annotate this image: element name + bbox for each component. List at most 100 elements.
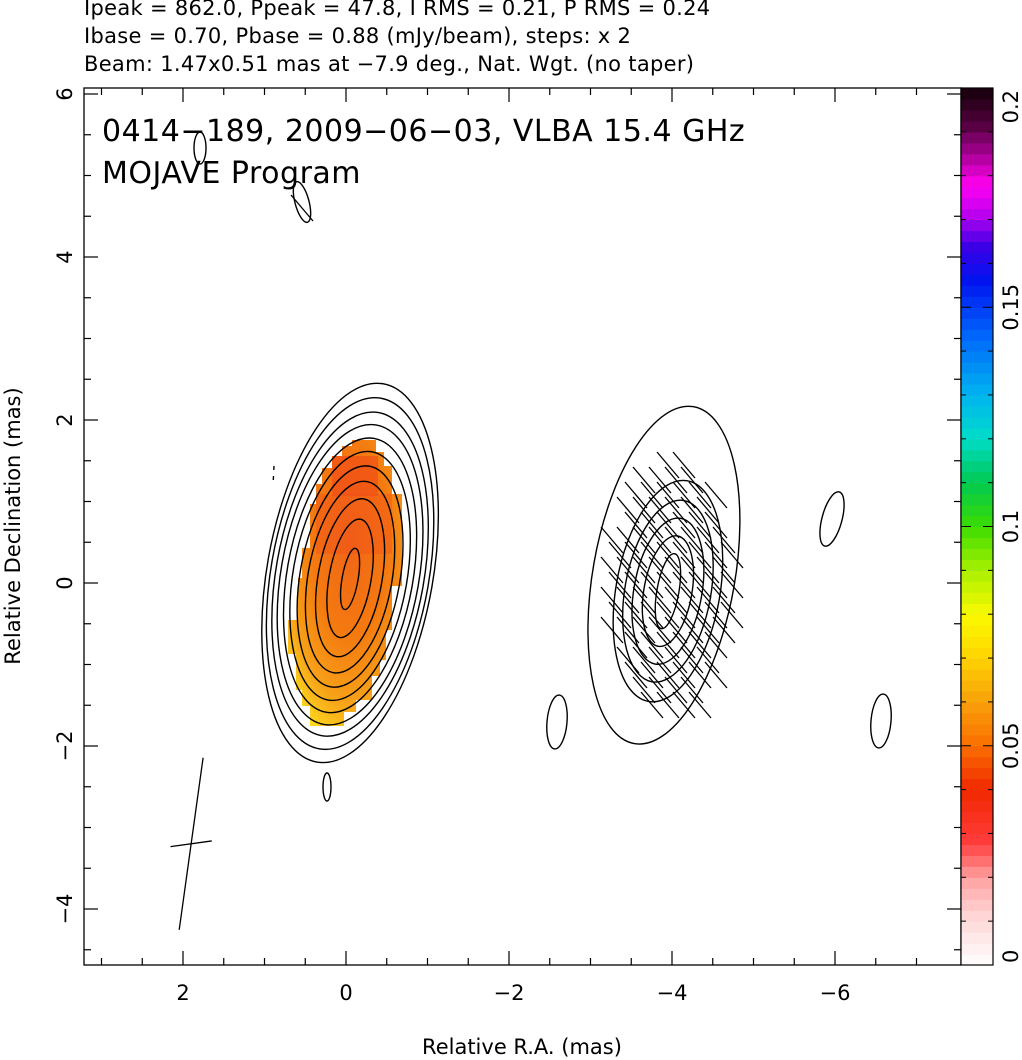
colorbar-segment [961,855,993,867]
core-contour [314,498,386,658]
colorbar-segment [961,394,993,407]
colorbar-segment [961,581,993,593]
x-tick-label: −4 [657,981,688,1005]
core-contour [271,411,430,737]
colorbar-segment [961,679,993,692]
y-axis-label: Relative Declination (mas) [1,387,25,664]
evpa-vector [720,601,744,629]
evpa-vector [616,496,640,524]
colorbar-segment [961,416,993,429]
x-tick-label: 0 [339,981,352,1005]
evpa-vector [664,676,688,704]
y-tick-label: −2 [53,731,77,762]
evpa-vector [632,616,656,644]
core-contour [296,465,404,688]
colorbar-segment [961,482,993,495]
colorbar-segment [961,460,993,473]
colorbar-segment [961,844,993,856]
evpa-vector [688,601,712,629]
evpa-vector [632,586,656,614]
evpa-vector [704,601,728,629]
colorbar-segment [961,307,993,319]
evpa-vector [608,601,632,629]
evpa-vector [656,601,680,629]
colorbar-segment [961,690,993,703]
colorbar-segment [961,932,993,944]
y-tick-labels: −4 −2 0 2 4 6 [53,87,77,924]
evpa-vector [656,481,680,509]
evpa-vector [656,451,680,479]
evpa-vector [640,571,664,599]
colorbar-segment [961,767,993,780]
evpa-vector [688,571,712,599]
x-tick-labels: 2 0 −2 −4 −6 [176,981,850,1005]
colorbar-segment [961,614,993,626]
colorbar-segment [961,943,993,955]
evpa-vector [680,496,704,524]
colorbar-segment [961,800,993,813]
colorbar-segment [961,383,993,396]
colorbar-segment [961,252,993,264]
evpa-vector [680,646,704,674]
x-tick-label: −6 [820,981,851,1005]
core-contour [289,450,412,702]
evpa-vector [640,691,664,719]
evpa-vector [640,511,664,539]
colorbar-segment [961,98,993,111]
evpa-vector [648,496,672,524]
colorbar-segment [961,164,993,177]
evpa-vector [672,541,696,569]
evpa-vector [600,526,624,554]
colorbar-segment [961,438,993,451]
colorbar-segment [961,153,993,166]
colorbar-segment [961,285,993,297]
evpa-vector [648,676,672,704]
evpa-vector [632,646,656,674]
x-tick-label: −2 [494,981,525,1005]
polarization-patch [288,440,402,726]
evpa-vector [696,496,720,524]
colorbar-segment [961,405,993,418]
evpa-vector [712,556,736,584]
evpa-vector [608,571,632,599]
evpa-vector [600,586,624,614]
evpa-vector [600,616,624,644]
y-tick-label: −4 [53,894,77,925]
evpa-vector [704,631,728,659]
colorbar-segment [961,910,993,922]
colorbar-segment [961,701,993,714]
colorbar-segment [961,625,993,637]
small-contour [193,131,207,165]
small-contour [322,772,332,802]
colorbar-segment [961,88,993,100]
colorbar-segment [961,263,993,275]
evpa-vector [688,511,712,539]
evpa-vector [640,661,664,689]
chart-title: 0414−189, 2009−06−03, VLBA 15.4 GHz [102,114,745,149]
evpa-vector [648,586,672,614]
colorbar-segment [961,526,993,539]
small-contour [870,693,892,749]
y-tick-label: 0 [53,576,77,589]
evpa-vector [688,691,712,719]
colorbar-segment [961,822,993,835]
x-axis-label: Relative R.A. (mas) [422,1035,622,1059]
colorbar-segment [961,954,993,966]
colorbar-segment [961,208,993,221]
x-tick-label: 2 [176,981,189,1005]
evpa-vector [704,661,728,689]
colorbar-segment [961,899,993,911]
colorbar-tick-label: 0.1 [999,510,1022,543]
y-tick-label: 4 [53,250,77,263]
jet-contour [631,517,705,665]
colorbar-segment [961,427,993,440]
core-contour [339,547,361,611]
evpa-vector [688,481,712,509]
colorbar-segment [961,723,993,736]
evpa-vector [680,556,704,584]
jet-contour [654,552,682,630]
evpa-vector [704,511,728,539]
colorbar-segment [961,789,993,802]
beam-minor-axis [170,840,212,848]
